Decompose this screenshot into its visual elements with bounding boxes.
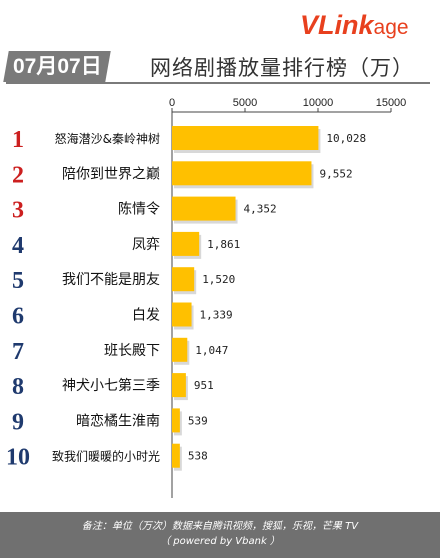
bar (172, 267, 195, 292)
bar (172, 443, 180, 468)
footer-line-1: 备注：单位（万次）数据来自腾讯视频，搜狐，乐视，芒果 TV (81, 521, 359, 532)
x-tick-label: 5000 (233, 97, 257, 109)
bar (172, 161, 312, 186)
value-label: 951 (194, 379, 214, 392)
value-label: 1,861 (207, 238, 240, 251)
value-label: 1,520 (202, 273, 235, 286)
brand-link: Link (318, 10, 374, 40)
category-label: 我们不能是朋友 (62, 272, 160, 288)
bar-chart: 0 5000 10000 15000 1 怒海潜沙&秦岭神树 10,028 2 陪你到世界之巅 9… (6, 97, 407, 498)
bar (172, 196, 236, 221)
bar (172, 231, 200, 256)
value-label: 10,028 (326, 132, 366, 145)
bar (172, 126, 319, 150)
footer-line-2: （ powered by Vbank ） (160, 536, 280, 547)
rank-number: 2 (12, 162, 24, 188)
rank-number: 7 (12, 339, 24, 365)
vlinkage-logo: VLinkage (300, 10, 430, 44)
rank-number: 6 (12, 304, 24, 330)
category-label: 暗恋橘生淮南 (76, 412, 160, 429)
title-divider (6, 82, 430, 84)
rank-number: 5 (12, 268, 24, 294)
value-label: 1,339 (200, 309, 233, 322)
value-label: 538 (188, 450, 208, 463)
rank-number: 9 (12, 409, 24, 435)
value-label: 539 (188, 414, 208, 427)
rank-number: 1 (12, 127, 24, 153)
category-label: 神犬小七第三季 (62, 377, 160, 394)
x-tick-label: 15000 (376, 97, 407, 109)
x-tick-label: 0 (169, 97, 175, 109)
rank-number: 8 (12, 374, 24, 400)
bar (172, 337, 188, 362)
category-label: 凤弈 (132, 237, 160, 253)
bar (172, 408, 180, 433)
rank-number: 4 (12, 233, 24, 259)
value-label: 1,047 (195, 344, 228, 357)
category-label: 怒海潜沙&秦岭神树 (55, 131, 160, 146)
bar (172, 373, 186, 398)
rank-number: 3 (12, 198, 24, 224)
category-label: 白发 (132, 308, 160, 324)
brand-v: V (300, 10, 319, 40)
footer-note: 备注：单位（万次）数据来自腾讯视频，搜狐，乐视，芒果 TV （ powered … (0, 512, 440, 558)
rank-number: 10 (6, 445, 30, 471)
value-label: 9,552 (319, 167, 352, 180)
category-label: 班长殿下 (104, 343, 160, 359)
category-label: 陈情令 (118, 201, 160, 218)
category-label: 致我们暖暖的小时光 (52, 449, 160, 464)
category-label: 陪你到世界之巅 (62, 166, 160, 182)
x-tick-label: 10000 (303, 97, 334, 109)
value-label: 4,352 (244, 203, 277, 216)
brand-age: age (373, 16, 409, 39)
chart-title: 网络剧播放量排行榜（万） (150, 56, 414, 80)
bar (172, 302, 192, 327)
